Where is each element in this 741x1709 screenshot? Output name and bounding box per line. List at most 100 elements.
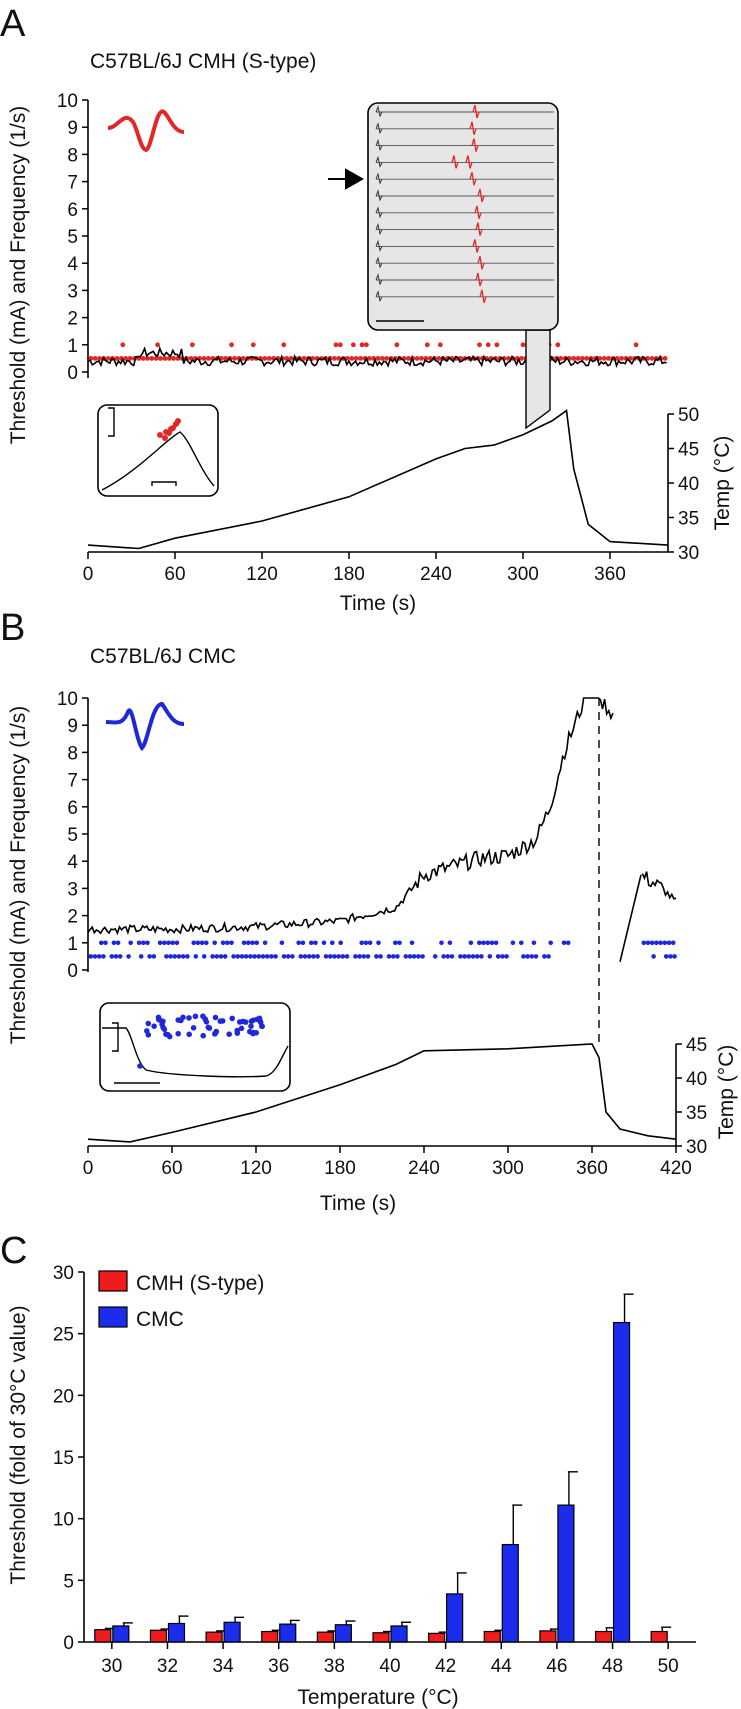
- bar-cmh: [205, 1631, 223, 1643]
- frequency-point: [231, 954, 236, 959]
- frequency-point: [301, 356, 307, 361]
- frequency-point: [337, 342, 343, 348]
- frequency-point: [145, 940, 150, 946]
- frequency-point: [519, 356, 524, 361]
- frequency-point: [533, 954, 539, 959]
- frequency-point: [458, 954, 463, 959]
- frequency-point: [375, 356, 381, 361]
- frequency-point: [166, 940, 171, 946]
- frequency-point: [336, 356, 342, 361]
- inset-dot: [248, 1018, 255, 1025]
- frequency-point: [546, 954, 551, 959]
- frequency-point: [558, 356, 564, 361]
- y-tick-label: 25: [53, 1325, 74, 1346]
- panel-a-right-label: Temp (°C): [711, 436, 734, 531]
- bar-cmc: [112, 1625, 130, 1643]
- panel-a-waveform: [107, 109, 185, 153]
- frequency-point: [149, 356, 155, 361]
- x-tick-label: 360: [576, 1158, 608, 1179]
- frequency-point: [407, 954, 413, 959]
- raw-trace-artifact: [375, 256, 383, 269]
- y-tick-label: 0: [63, 1633, 74, 1654]
- frequency-point: [185, 954, 190, 959]
- frequency-point: [437, 342, 443, 348]
- frequency-point: [138, 954, 144, 959]
- frequency-point: [222, 954, 228, 959]
- frequency-point: [264, 954, 270, 959]
- frequency-point: [114, 356, 120, 361]
- x-tick-label: 180: [324, 1158, 356, 1179]
- panel-a-temperature-trace: [87, 409, 669, 550]
- frequency-point: [248, 954, 253, 959]
- frequency-point: [214, 954, 220, 959]
- frequency-point: [386, 954, 392, 959]
- frequency-point: [105, 356, 111, 361]
- frequency-point: [462, 954, 467, 959]
- panel-c-x-label: Temperature (°C): [297, 1686, 458, 1709]
- frequency-point: [195, 940, 201, 946]
- arrow-icon: [328, 168, 365, 190]
- frequency-point: [296, 940, 302, 946]
- frequency-point: [96, 954, 102, 959]
- frequency-point: [521, 954, 526, 959]
- frequency-point: [332, 954, 337, 959]
- frequency-point: [190, 342, 195, 348]
- frequency-point: [584, 356, 590, 361]
- raw-trace-spike: [475, 272, 483, 287]
- y-tick-label: 9: [67, 716, 78, 737]
- raw-trace-spike: [469, 172, 477, 186]
- panel-a-letter: A: [0, 3, 26, 45]
- raw-trace-artifact: [375, 172, 383, 185]
- panel-b-threshold-trace: [87, 697, 677, 962]
- bar-cmh: [428, 1632, 446, 1643]
- raw-trace-artifact: [375, 222, 383, 236]
- panel-a-threshold-trace: [87, 345, 667, 368]
- frequency-point: [384, 356, 390, 361]
- inset-dot: [219, 1018, 226, 1024]
- frequency-point: [353, 954, 358, 959]
- y-tick-label: 2: [67, 309, 78, 330]
- raw-trace-artifact: [375, 239, 383, 252]
- frequency-point: [193, 954, 199, 959]
- inset-dot: [257, 1018, 264, 1025]
- frequency-point: [466, 954, 472, 959]
- x-tick-label: 40: [379, 1656, 400, 1677]
- y-tick-label: 9: [67, 118, 78, 139]
- frequency-point: [250, 342, 256, 348]
- frequency-point: [92, 356, 98, 361]
- panel-b-letter: B: [0, 607, 25, 649]
- panel-a-small-inset-dots: [157, 418, 181, 441]
- frequency-point: [285, 954, 291, 959]
- panel-b-right-label: Temp (°C): [715, 1045, 738, 1140]
- frequency-point: [649, 940, 655, 946]
- frequency-point: [306, 954, 312, 959]
- panel-a-callout-connector: [525, 329, 551, 430]
- inset-dot: [205, 1024, 212, 1031]
- frequency-point: [229, 342, 234, 348]
- raw-trace-spike: [475, 222, 483, 236]
- frequency-point: [395, 954, 400, 959]
- right-tick-label: 35: [686, 1103, 707, 1124]
- x-tick-label: 60: [161, 1158, 182, 1179]
- frequency-point: [500, 954, 505, 959]
- frequency-point: [364, 342, 369, 348]
- x-tick-label: 240: [420, 564, 452, 585]
- x-tick-label: 60: [164, 564, 185, 585]
- inset-dot: [137, 1063, 143, 1069]
- frequency-point: [542, 954, 547, 959]
- y-tick-label: 1: [67, 934, 78, 955]
- bar-cmc: [167, 1622, 186, 1643]
- frequency-point: [663, 954, 669, 959]
- x-tick-label: 42: [435, 1656, 456, 1677]
- panel-c-letter: C: [0, 1230, 27, 1272]
- frequency-point: [99, 940, 104, 946]
- frequency-point: [357, 954, 362, 959]
- frequency-point: [340, 954, 346, 959]
- frequency-point: [365, 954, 371, 959]
- panel-b-small-inset-curve: [102, 1027, 289, 1078]
- frequency-point: [220, 940, 226, 946]
- frequency-point: [409, 940, 415, 946]
- raw-trace-spike: [477, 188, 485, 203]
- frequency-point: [367, 940, 373, 946]
- bar-cmc: [279, 1623, 297, 1643]
